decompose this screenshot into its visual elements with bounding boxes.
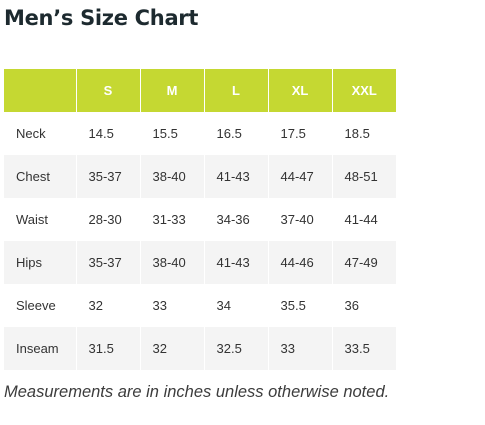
table-cell: 35.5 — [268, 284, 333, 327]
table-cell: 44-46 — [268, 241, 333, 284]
table-cell: 41-44 — [344, 212, 378, 227]
row-label: Waist — [4, 198, 77, 241]
table-cell: 41-43 — [204, 155, 269, 198]
page-title: Men’s Size Chart — [4, 6, 199, 30]
table-header-row: S M L XL XXL — [4, 69, 396, 112]
table-cell: 47-49 — [332, 241, 396, 284]
table-cell: 18.5 — [344, 126, 370, 141]
header-cell-l: L — [204, 69, 269, 112]
row-label: Neck — [4, 112, 77, 155]
table-cell: 36 — [344, 298, 359, 313]
table-cell: 28-30 — [76, 198, 141, 241]
table-cell: 38-40 — [140, 155, 205, 198]
table-row-sleeve: Sleeve 32 33 34 35.5 36 — [4, 284, 396, 327]
table-cell: 38-40 — [140, 241, 205, 284]
table-cell: 32.5 — [204, 327, 269, 370]
row-label: Chest — [4, 155, 77, 198]
header-cell-blank — [4, 69, 77, 112]
table-cell: 33 — [140, 284, 205, 327]
table-cell: 31-33 — [140, 198, 205, 241]
header-cell-m: M — [140, 69, 205, 112]
table-cell: 35-37 — [76, 155, 141, 198]
table-cell: 35-37 — [76, 241, 141, 284]
table-row-hips: Hips 35-37 38-40 41-43 44-46 47-49 — [4, 241, 396, 284]
table-cell: 14.5 — [76, 112, 141, 155]
table-cell: 32 — [140, 327, 205, 370]
header-cell-s: S — [76, 69, 141, 112]
table-cell: 48-51 — [332, 155, 396, 198]
table-row-neck: Neck 14.5 15.5 16.5 17.5 18.5 — [4, 112, 396, 155]
size-chart-table: S M L XL XXL Neck 14.5 15.5 16.5 17.5 18… — [4, 69, 396, 370]
table-cell: 44-47 — [268, 155, 333, 198]
table-cell: 31.5 — [76, 327, 141, 370]
table-cell: 37-40 — [268, 198, 333, 241]
row-label: Sleeve — [4, 284, 77, 327]
table-row-chest: Chest 35-37 38-40 41-43 44-47 48-51 — [4, 155, 396, 198]
table-cell: 33.5 — [332, 327, 396, 370]
table-cell: 33 — [268, 327, 333, 370]
table-row-waist: Waist 28-30 31-33 34-36 37-40 41-44 — [4, 198, 396, 241]
table-cell: 34-36 — [204, 198, 269, 241]
header-cell-xl: XL — [268, 69, 333, 112]
row-label: Hips — [4, 241, 77, 284]
measurement-note: Measurements are in inches unless otherw… — [4, 383, 390, 401]
row-label: Inseam — [4, 327, 77, 370]
table-cell: 34 — [204, 284, 269, 327]
header-cell-xxl: XXL — [332, 69, 396, 112]
table-cell: 15.5 — [140, 112, 205, 155]
table-cell: 16.5 — [204, 112, 269, 155]
table-cell: 32 — [76, 284, 141, 327]
table-cell: 17.5 — [268, 112, 333, 155]
table-row-inseam: Inseam 31.5 32 32.5 33 33.5 — [4, 327, 396, 370]
table-cell: 41-43 — [204, 241, 269, 284]
